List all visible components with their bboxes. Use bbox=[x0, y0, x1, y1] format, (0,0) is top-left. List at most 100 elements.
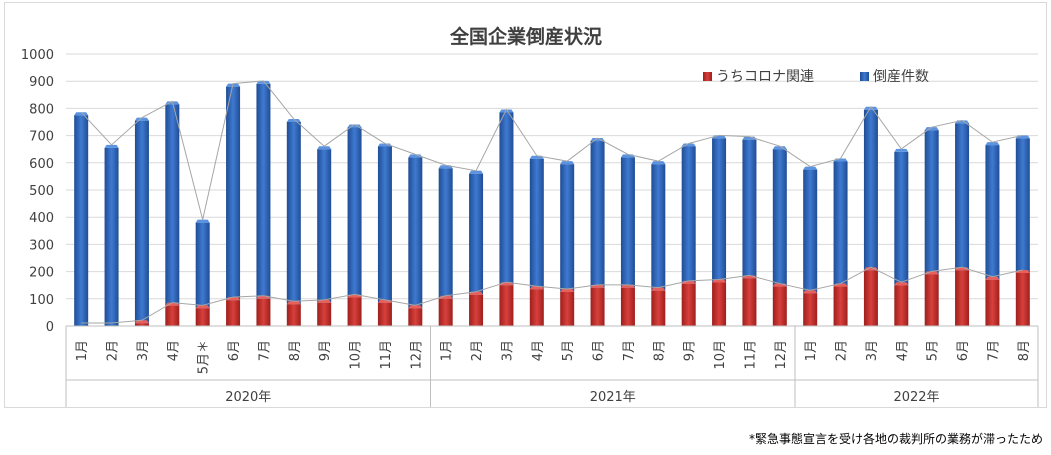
bar-total bbox=[863, 109, 878, 271]
bar-corona bbox=[347, 297, 362, 326]
y-tick-label: 1000 bbox=[21, 48, 54, 63]
bar-total-cap bbox=[134, 117, 149, 121]
bar-total-cap bbox=[863, 106, 878, 110]
legend-label: うちコロナ関連 bbox=[716, 69, 814, 85]
bar-total bbox=[833, 161, 848, 287]
bar-corona-cap bbox=[408, 305, 423, 309]
x-tick-label: 4月 bbox=[895, 340, 910, 361]
bar-corona bbox=[803, 293, 818, 326]
bar-corona bbox=[560, 292, 575, 326]
x-tick-label: 7月 bbox=[986, 340, 1001, 361]
bar-corona bbox=[620, 287, 635, 326]
bar-corona bbox=[651, 290, 666, 326]
bar-total bbox=[165, 104, 180, 306]
x-tick-label: 4月 bbox=[166, 340, 181, 361]
bars bbox=[74, 80, 1030, 326]
bar-total bbox=[772, 149, 787, 287]
bar-total bbox=[347, 127, 362, 298]
legend-label: 倒産件数 bbox=[873, 69, 929, 85]
bar-total-cap bbox=[803, 166, 818, 170]
bar-total bbox=[408, 157, 423, 309]
bar-total bbox=[742, 139, 757, 279]
bar-corona bbox=[894, 285, 909, 326]
bar-total bbox=[803, 169, 818, 294]
y-tick-label: 700 bbox=[29, 130, 54, 145]
bar-corona bbox=[590, 287, 605, 326]
x-tick-label: 8月 bbox=[652, 340, 667, 361]
bar-total bbox=[317, 149, 332, 303]
bar-total bbox=[499, 112, 514, 286]
bar-total-cap bbox=[894, 148, 909, 152]
chart: 全国企業倒産状況 0 100 200 300 400 500 600 700 800 900 100… bbox=[21, 25, 1039, 407]
bar-corona-cap bbox=[317, 299, 332, 303]
bar-total bbox=[894, 151, 909, 286]
x-tick-label: 1月 bbox=[440, 340, 455, 361]
x-tick-label: 1月 bbox=[75, 340, 90, 361]
x-tick-label: 2月 bbox=[835, 340, 850, 361]
bar-total bbox=[104, 147, 119, 326]
y-tick-label: 800 bbox=[29, 102, 54, 117]
bar-corona-cap bbox=[712, 279, 727, 283]
bar-total bbox=[1015, 138, 1030, 273]
bar-corona bbox=[681, 283, 696, 326]
y-tick-label: 200 bbox=[29, 266, 54, 281]
x-tick-label: 12月 bbox=[774, 340, 789, 370]
bar-corona bbox=[742, 278, 757, 326]
y-axis: 0 100 200 300 400 500 600 700 800 900 1000 bbox=[21, 48, 54, 335]
bar-corona bbox=[955, 270, 970, 326]
bar-corona-cap bbox=[560, 289, 575, 292]
bar-total bbox=[134, 120, 149, 324]
legend-swatch bbox=[860, 72, 869, 81]
x-axis: 1月 2月 3月 4月 5月＊ 6月 7月 8月 9月 10月 11月 12月 1月 2月 3月 4月 5月 6月… bbox=[65, 325, 1039, 407]
bar-corona-cap bbox=[286, 301, 301, 305]
bar-corona-cap bbox=[985, 276, 1000, 280]
bar-total bbox=[985, 145, 1000, 280]
x-tick-label: 11月 bbox=[743, 340, 758, 370]
chart-frame: 全国企業倒産状況 0 100 200 300 400 500 600 700 800 900 100… bbox=[4, 2, 1047, 408]
y-tick-label: 0 bbox=[46, 320, 54, 335]
bar-corona bbox=[134, 323, 149, 326]
bar-corona bbox=[772, 286, 787, 326]
line-corona bbox=[81, 266, 1023, 324]
x-tick-label: 6月 bbox=[592, 340, 607, 361]
bar-total-cap bbox=[74, 112, 89, 116]
bar-total bbox=[469, 173, 484, 295]
legend: うちコロナ関連 倒産件数 bbox=[703, 69, 929, 85]
bar-total bbox=[590, 141, 605, 288]
bar-total-cap bbox=[104, 144, 119, 148]
x-tick-label: 10月 bbox=[349, 340, 364, 370]
bar-total bbox=[74, 115, 89, 326]
x-tick-label: 2月 bbox=[470, 340, 485, 361]
series-lines bbox=[80, 80, 1023, 324]
bar-corona bbox=[833, 286, 848, 326]
y-tick-label: 100 bbox=[29, 293, 54, 308]
bar-total bbox=[256, 83, 271, 299]
bar-corona bbox=[165, 305, 180, 326]
bar-corona bbox=[408, 308, 423, 326]
bar-corona bbox=[499, 285, 514, 326]
x-tick-label: 3月 bbox=[865, 340, 880, 361]
bar-total bbox=[651, 164, 666, 291]
bar-corona-cap bbox=[803, 290, 818, 294]
legend-swatch bbox=[703, 72, 712, 81]
bar-corona bbox=[438, 298, 453, 326]
bar-total-cap bbox=[651, 161, 666, 165]
footnote: *緊急事態宣言を受け各地の裁判所の業務が滞ったため bbox=[748, 432, 1043, 446]
chart-title: 全国企業倒産状況 bbox=[449, 25, 602, 48]
x-tick-label: 5月 bbox=[926, 340, 941, 361]
x-tick-label: 8月 bbox=[288, 340, 303, 361]
bar-corona-cap bbox=[894, 282, 909, 286]
bar-corona bbox=[317, 302, 332, 326]
bar-total bbox=[195, 222, 210, 309]
bar-total bbox=[286, 122, 301, 305]
x-tick-label: 4月 bbox=[531, 340, 546, 361]
y-tick-label: 400 bbox=[29, 211, 54, 226]
x-tick-label: 11月 bbox=[379, 340, 394, 370]
bar-total bbox=[924, 130, 939, 275]
x-tick-label: 6月 bbox=[227, 340, 242, 361]
x-tick-label: 1月 bbox=[804, 340, 819, 361]
bar-total bbox=[712, 138, 727, 283]
bar-total-cap bbox=[560, 161, 575, 165]
y-tick-label: 500 bbox=[29, 184, 54, 199]
x-tick-label: 9月 bbox=[683, 340, 698, 361]
